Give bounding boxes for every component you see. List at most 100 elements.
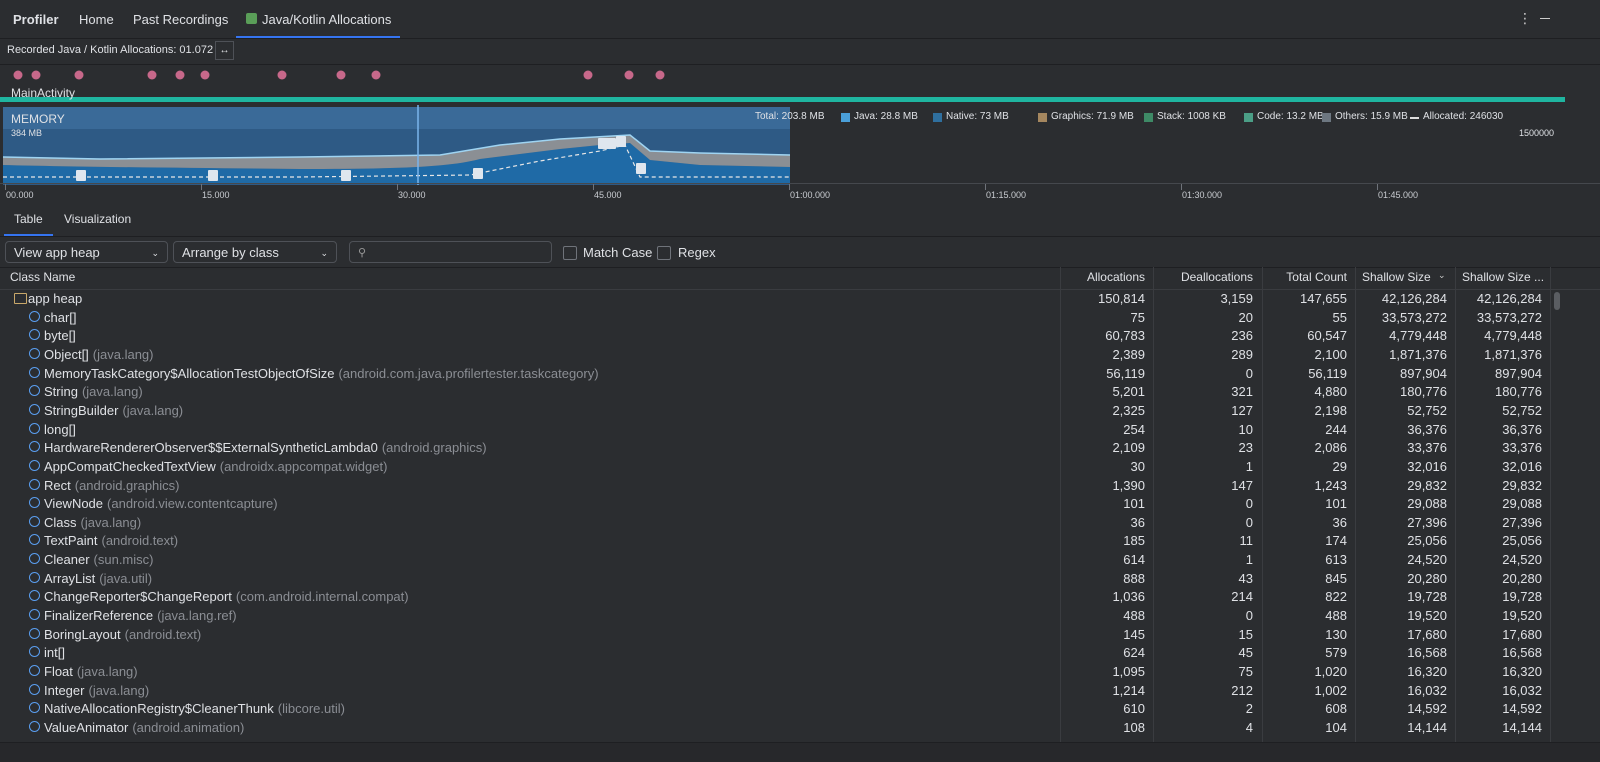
table-cell: 43 bbox=[1238, 570, 1253, 586]
legend-swatch bbox=[1410, 117, 1419, 119]
class-name: HardwareRendererObserver$$ExternalSynthe… bbox=[44, 438, 487, 457]
arrange-dropdown[interactable]: Arrange by class ⌄ bbox=[173, 241, 337, 263]
column-header[interactable]: Class Name bbox=[10, 270, 76, 284]
table-cell: 2 bbox=[1245, 701, 1253, 717]
class-icon bbox=[29, 459, 40, 471]
class-label: ChangeReporter$ChangeReport bbox=[44, 589, 232, 605]
legend-label: Total: 203.8 MB bbox=[755, 111, 825, 122]
fit-button[interactable]: ↔ bbox=[215, 41, 234, 60]
class-label: Rect bbox=[44, 477, 71, 493]
class-icon bbox=[29, 403, 40, 415]
table-cell: 897,904 bbox=[1400, 365, 1447, 381]
subtab[interactable]: Table bbox=[14, 212, 43, 226]
column-header[interactable]: Shallow Size bbox=[1362, 270, 1431, 284]
table-cell: 1,036 bbox=[1112, 589, 1145, 605]
subtab[interactable]: Visualization bbox=[64, 212, 132, 226]
selection-header bbox=[3, 107, 790, 129]
more-menu[interactable]: ⋮ bbox=[1518, 10, 1532, 26]
legend-swatch bbox=[933, 113, 942, 122]
table-cell: 16,032 bbox=[1502, 682, 1542, 698]
class-icon bbox=[29, 478, 40, 490]
table-cell: 32,016 bbox=[1502, 458, 1542, 474]
table-cell: 214 bbox=[1231, 589, 1253, 605]
package-label: (sun.misc) bbox=[93, 552, 154, 568]
dropdown-text: Arrange by class bbox=[182, 245, 279, 260]
table-cell: 11 bbox=[1239, 533, 1254, 549]
tab[interactable]: Profiler bbox=[13, 12, 59, 27]
table-cell: 60,783 bbox=[1105, 328, 1145, 344]
search-box[interactable]: ⚲ bbox=[349, 241, 552, 263]
package-label: (android.text) bbox=[124, 626, 202, 642]
table-cell: 14,144 bbox=[1407, 719, 1447, 735]
class-name: app heap bbox=[28, 289, 82, 308]
table-cell: 108 bbox=[1123, 719, 1145, 735]
legend-swatch bbox=[841, 113, 850, 122]
chevron: ⌄ bbox=[320, 248, 328, 258]
scrollbar-thumb[interactable] bbox=[1554, 292, 1560, 310]
package-label: (android.graphics) bbox=[381, 440, 487, 456]
class-icon bbox=[29, 422, 40, 434]
class-label: byte[] bbox=[44, 328, 76, 344]
class-icon bbox=[29, 385, 40, 397]
axis-tick bbox=[1377, 184, 1378, 190]
divider bbox=[0, 64, 1600, 65]
class-name: MemoryTaskCategory$AllocationTestObjectO… bbox=[44, 364, 599, 383]
status-bar bbox=[0, 742, 1600, 762]
table-cell: 488 bbox=[1325, 608, 1347, 624]
class-icon bbox=[29, 441, 40, 453]
time-tick-label: 01:30.000 bbox=[1182, 190, 1223, 200]
checkbox[interactable] bbox=[657, 246, 671, 260]
column-header[interactable]: Total Count bbox=[1286, 270, 1347, 284]
checkbox[interactable] bbox=[563, 246, 577, 260]
package-label: (android.animation) bbox=[132, 719, 245, 735]
class-name: BoringLayout (android.text) bbox=[44, 625, 201, 644]
class-icon bbox=[29, 702, 40, 714]
heap-dropdown[interactable]: View app heap ⌄ bbox=[5, 241, 168, 263]
table-cell: 24,520 bbox=[1407, 552, 1447, 568]
table-cell: 0 bbox=[1245, 496, 1253, 512]
table-cell: 16,032 bbox=[1407, 682, 1447, 698]
class-icon bbox=[29, 329, 40, 341]
class-name: Integer (java.lang) bbox=[44, 681, 149, 700]
minimize[interactable] bbox=[1540, 18, 1550, 19]
time-tick-label: 30.000 bbox=[398, 190, 426, 200]
column-header[interactable]: Allocations bbox=[1086, 270, 1145, 284]
table-cell: 1,243 bbox=[1314, 477, 1347, 493]
legend-swatch bbox=[1038, 113, 1047, 122]
class-label: Class bbox=[44, 514, 77, 530]
table-cell: 52,752 bbox=[1502, 402, 1542, 418]
class-icon bbox=[29, 720, 40, 732]
table-header bbox=[0, 267, 1600, 290]
package-label: (libcore.util) bbox=[277, 701, 345, 717]
column-header[interactable]: Shallow Size ... bbox=[1462, 270, 1545, 284]
tab[interactable]: Java/Kotlin Allocations bbox=[262, 12, 392, 27]
class-name: int[] bbox=[44, 643, 65, 662]
time-tick-label: 01:15.000 bbox=[986, 190, 1027, 200]
legend-label: Allocated: 246030 bbox=[1423, 111, 1504, 122]
class-icon bbox=[29, 646, 40, 658]
class-label: TextPaint bbox=[44, 533, 98, 549]
column-header[interactable]: Deallocations bbox=[1180, 270, 1253, 284]
table-cell: 75 bbox=[1238, 664, 1253, 679]
package-label: (java.lang) bbox=[88, 682, 150, 698]
class-icon bbox=[29, 571, 40, 583]
class-name: ChangeReporter$ChangeReport (com.android.… bbox=[44, 587, 409, 606]
allocated-scale: 1500000 bbox=[1519, 128, 1555, 138]
legend-swatch bbox=[1144, 113, 1153, 122]
package-label: (java.lang) bbox=[80, 514, 142, 530]
table-cell: 16,320 bbox=[1407, 664, 1447, 679]
class-icon bbox=[29, 347, 40, 359]
gc-icons bbox=[76, 136, 646, 181]
tab[interactable]: Home bbox=[79, 12, 114, 27]
recording-label: Recorded Java / Kotlin Allocations: 01.0… bbox=[7, 44, 214, 56]
native-area bbox=[3, 143, 790, 183]
class-icon bbox=[29, 553, 40, 565]
class-label: Object[] bbox=[44, 346, 89, 362]
tab[interactable]: Past Recordings bbox=[133, 12, 229, 27]
table-cell: 33,573,272 bbox=[1476, 309, 1542, 325]
class-icon bbox=[29, 683, 40, 695]
table-cell: 289 bbox=[1231, 346, 1253, 362]
class-label: ArrayList bbox=[44, 570, 96, 586]
class-name: Object[] (java.lang) bbox=[44, 345, 154, 364]
tab-icon bbox=[246, 13, 257, 24]
